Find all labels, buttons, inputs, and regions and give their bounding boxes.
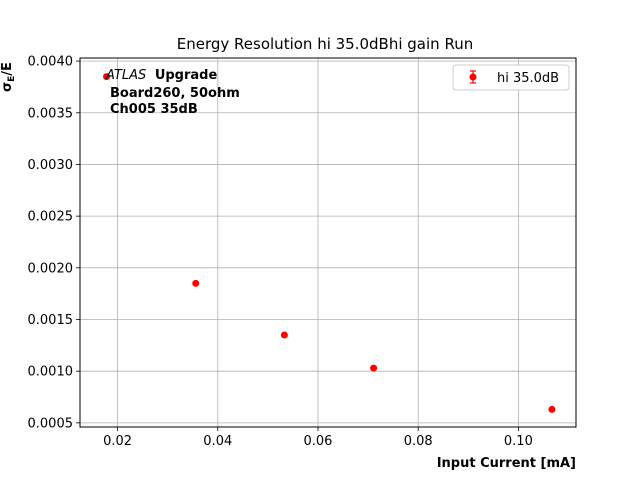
atlas-annotation: ATLAS Upgrade Board260, 50ohm Ch005 35dB <box>105 68 240 117</box>
data-point <box>370 364 378 372</box>
y-tick-label: 0.0040 <box>28 55 74 70</box>
y-tick-label: 0.0025 <box>28 210 74 225</box>
y-tick-label: 0.0030 <box>28 158 74 173</box>
x-axis-label: Input Current [mA] <box>437 456 576 471</box>
upgrade-label: Upgrade <box>155 68 218 83</box>
x-axis-ticks: 0.02 0.04 0.06 0.08 0.10 <box>103 427 533 449</box>
x-tick-label: 0.10 <box>504 434 533 449</box>
atlas-label: ATLAS <box>105 68 146 83</box>
data-point <box>103 73 111 81</box>
svg-text:ATLAS Upgrade: ATLAS Upgrade <box>105 68 217 83</box>
y-tick-label: 0.0010 <box>28 365 74 380</box>
chart-title: Energy Resolution hi 35.0dBhi gain Run <box>177 35 473 53</box>
legend-box <box>452 64 570 91</box>
legend: hi 35.0dB <box>452 64 570 91</box>
y-tick-label: 0.0005 <box>28 416 74 431</box>
data-point <box>280 331 288 339</box>
x-tick-label: 0.06 <box>304 434 333 449</box>
legend-entry-label: hi 35.0dB <box>497 71 559 86</box>
y-tick-label: 0.0015 <box>28 313 74 328</box>
x-tick-label: 0.02 <box>103 434 132 449</box>
annotation-line-2: Board260, 50ohm <box>110 86 240 101</box>
annotation-line-3: Ch005 35dB <box>110 102 198 117</box>
y-axis-ticks: 0.0005 0.0010 0.0015 0.0020 0.0025 0.0030 0.00… <box>28 55 80 431</box>
plot-frame <box>79 57 577 428</box>
data-point <box>548 405 556 413</box>
grid-lines <box>80 58 576 427</box>
legend-marker <box>469 73 477 81</box>
y-tick-label: 0.0020 <box>28 261 74 276</box>
y-axis-label: σE/E <box>0 62 17 92</box>
y-tick-label: 0.0035 <box>28 106 74 121</box>
x-tick-label: 0.04 <box>203 434 232 449</box>
x-tick-label: 0.08 <box>404 434 433 449</box>
data-points <box>103 73 556 413</box>
data-point <box>192 279 200 287</box>
